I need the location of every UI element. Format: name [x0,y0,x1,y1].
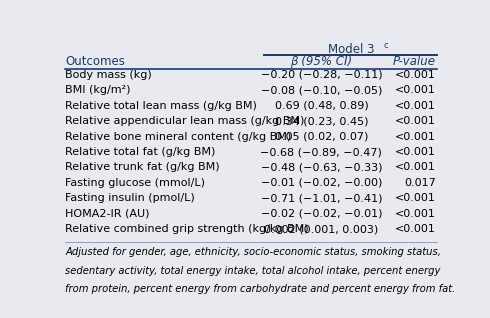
Text: Fasting insulin (pmol/L): Fasting insulin (pmol/L) [65,193,195,203]
Text: BMI (kg/m²): BMI (kg/m²) [65,85,130,95]
Text: <0.001: <0.001 [395,224,436,234]
Text: −0.08 (−0.10, −0.05): −0.08 (−0.10, −0.05) [261,85,382,95]
Text: <0.001: <0.001 [395,101,436,111]
Text: −0.71 (−1.01, −0.41): −0.71 (−1.01, −0.41) [261,193,382,203]
Text: <0.001: <0.001 [395,85,436,95]
Text: Relative trunk fat (g/kg BM): Relative trunk fat (g/kg BM) [65,162,220,172]
Text: −0.02 (−0.02, −0.01): −0.02 (−0.02, −0.01) [261,209,382,219]
Text: P-value: P-value [392,55,436,68]
Text: Outcomes: Outcomes [65,55,125,68]
Text: 0.002 (0.001, 0.003): 0.002 (0.001, 0.003) [264,224,378,234]
Text: Relative total lean mass (g/kg BM): Relative total lean mass (g/kg BM) [65,101,257,111]
Text: Body mass (kg): Body mass (kg) [65,70,152,80]
Text: Model 3: Model 3 [327,43,374,56]
Text: <0.001: <0.001 [395,147,436,157]
Text: Adjusted for gender, age, ethnicity, socio-economic status, smoking status,: Adjusted for gender, age, ethnicity, soc… [65,247,441,257]
Text: β (95% CI): β (95% CI) [290,55,352,68]
Text: −0.48 (−0.63, −0.33): −0.48 (−0.63, −0.33) [261,162,382,172]
Text: HOMA2-IR (AU): HOMA2-IR (AU) [65,209,149,219]
Text: 0.017: 0.017 [404,178,436,188]
Text: <0.001: <0.001 [395,209,436,219]
Text: sedentary activity, total energy intake, total alcohol intake, percent energy: sedentary activity, total energy intake,… [65,266,441,276]
Text: −0.68 (−0.89, −0.47): −0.68 (−0.89, −0.47) [261,147,382,157]
Text: <0.001: <0.001 [395,70,436,80]
Text: 0.34 (0.23, 0.45): 0.34 (0.23, 0.45) [274,116,368,126]
Text: <0.001: <0.001 [395,162,436,172]
Text: Relative combined grip strength (kg/kg BM): Relative combined grip strength (kg/kg B… [65,224,309,234]
Text: Relative bone mineral content (g/kg BM): Relative bone mineral content (g/kg BM) [65,132,291,142]
Text: <0.001: <0.001 [395,193,436,203]
Text: <0.001: <0.001 [395,116,436,126]
Text: −0.01 (−0.02, −0.00): −0.01 (−0.02, −0.00) [261,178,382,188]
Text: Relative total fat (g/kg BM): Relative total fat (g/kg BM) [65,147,216,157]
Text: 0.05 (0.02, 0.07): 0.05 (0.02, 0.07) [275,132,368,142]
Text: 0.69 (0.48, 0.89): 0.69 (0.48, 0.89) [274,101,368,111]
Text: Relative appendicular lean mass (g/kg BM): Relative appendicular lean mass (g/kg BM… [65,116,304,126]
Text: c: c [384,41,389,51]
Text: −0.20 (−0.28, −0.11): −0.20 (−0.28, −0.11) [261,70,382,80]
Text: Fasting glucose (mmol/L): Fasting glucose (mmol/L) [65,178,205,188]
Text: from protein, percent energy from carbohydrate and percent energy from fat.: from protein, percent energy from carboh… [65,284,455,294]
Text: <0.001: <0.001 [395,132,436,142]
